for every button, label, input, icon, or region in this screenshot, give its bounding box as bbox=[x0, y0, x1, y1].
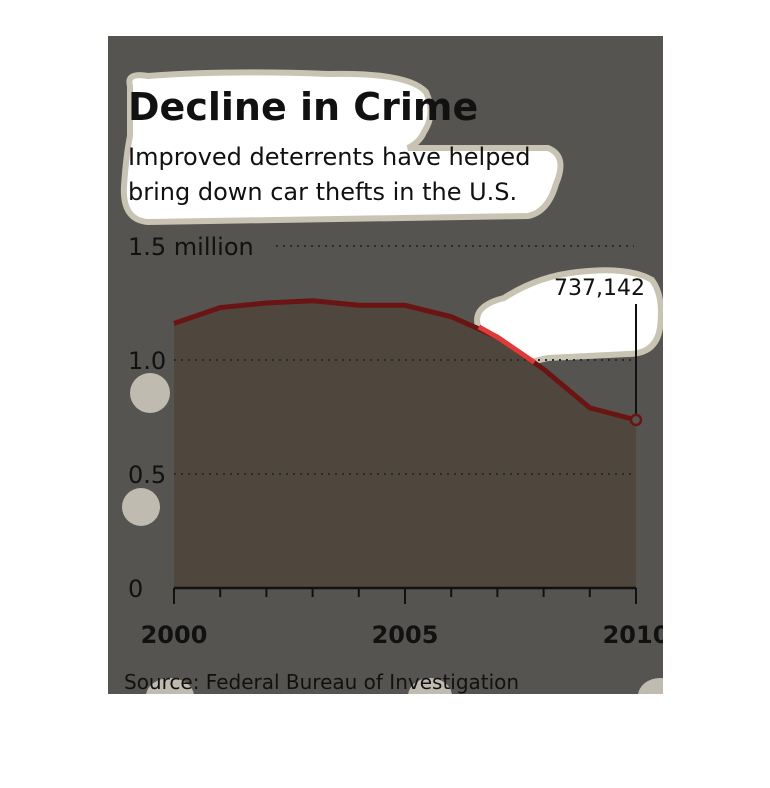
source-note: Source: Federal Bureau of Investigation bbox=[124, 670, 519, 694]
title-highlight bbox=[120, 69, 564, 226]
area-fill bbox=[174, 300, 636, 588]
series-line bbox=[173, 298, 637, 423]
x-tick-label: 2005 bbox=[372, 621, 439, 649]
chart-title: Decline in Crime bbox=[128, 85, 478, 129]
y-tick-label: 1.0 bbox=[128, 347, 166, 375]
stain-bottom-1 bbox=[146, 678, 194, 694]
stain-bottom-3 bbox=[638, 678, 663, 694]
series-line-highlight bbox=[477, 324, 536, 365]
stain-left-2 bbox=[122, 488, 160, 526]
y-tick-label: 0 bbox=[128, 575, 143, 603]
x-tick-label: 2010 bbox=[603, 621, 663, 649]
plot-area: 0 0.5 1.0 1.5 million 737,142 2000 2005 2010 bbox=[128, 233, 663, 649]
chart-svg: Decline in Crime Improved deterrents hav… bbox=[120, 69, 663, 694]
chart-subtitle-line-2: bring down car thefts in the U.S. bbox=[128, 178, 517, 206]
end-point-marker bbox=[629, 413, 643, 427]
chart-subtitle-line-1: Improved deterrents have helped bbox=[128, 143, 530, 171]
stain-left-1 bbox=[130, 373, 170, 413]
callout-label: 737,142 bbox=[554, 276, 645, 301]
y-tick-label: 0.5 bbox=[128, 461, 166, 489]
stain-bottom-2 bbox=[408, 678, 452, 694]
x-tick-label: 2000 bbox=[141, 621, 208, 649]
chart-card: Decline in Crime Improved deterrents hav… bbox=[108, 36, 663, 694]
y-tick-label: 1.5 million bbox=[128, 233, 254, 261]
